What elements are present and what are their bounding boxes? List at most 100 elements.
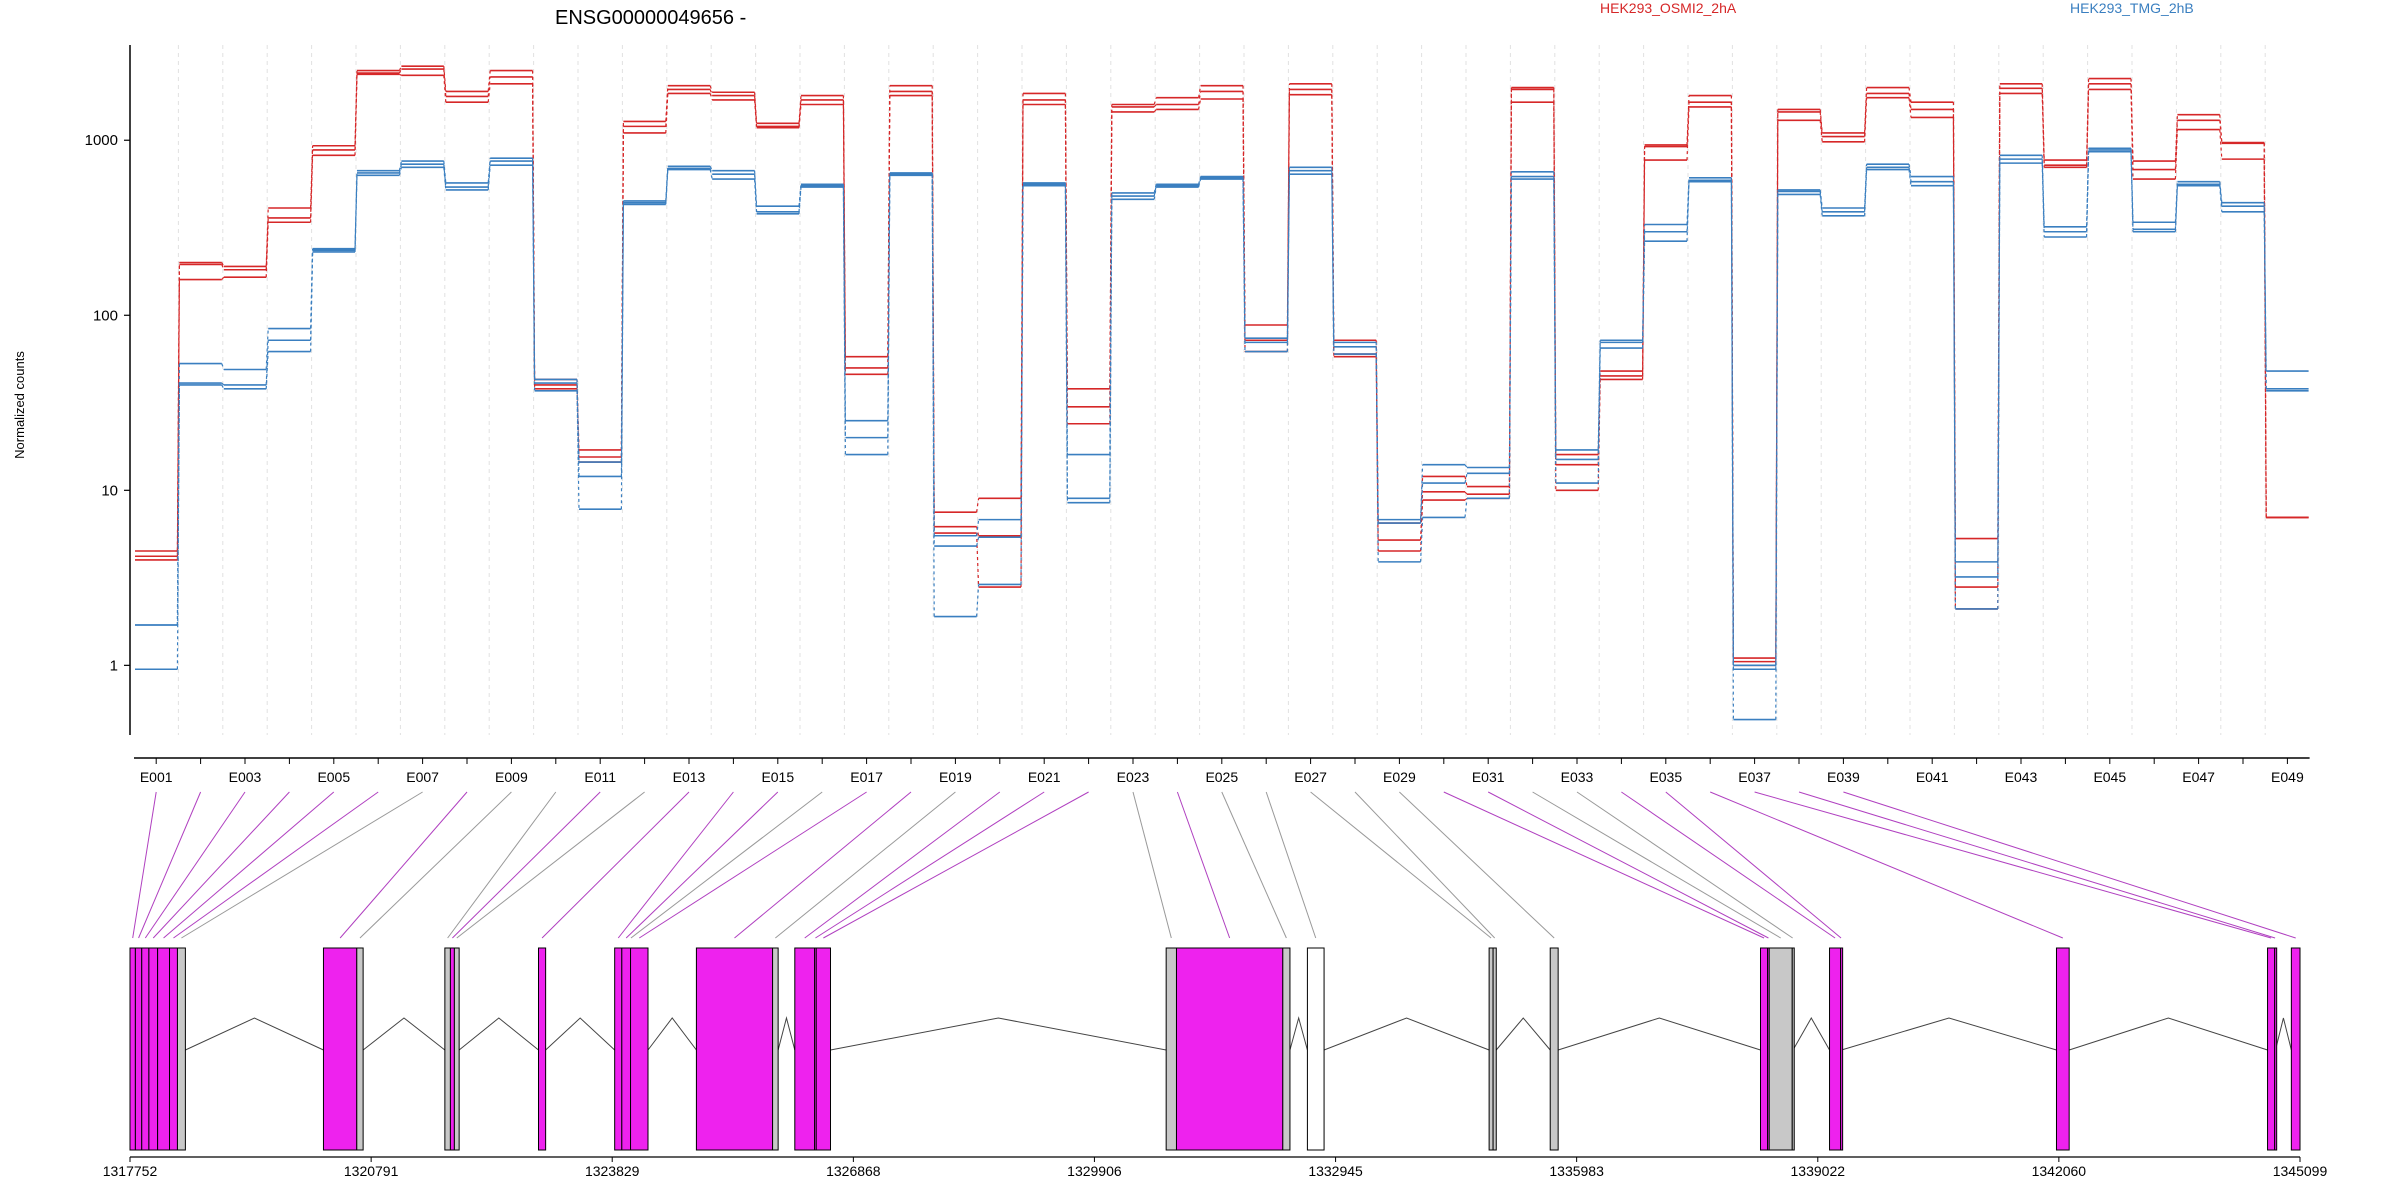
y-tick-label: 10 (101, 482, 118, 499)
series-joiner (2086, 83, 2090, 166)
x-tick-label: E013 (673, 769, 706, 785)
series-joiner (1775, 191, 1779, 670)
exon-bin-e010 (444, 947, 451, 1151)
series-joiner (2130, 149, 2134, 230)
bin-connector (1354, 791, 1496, 939)
series-joiner (1153, 186, 1157, 200)
genomic-coordinate-axis: 1317752 1320791 1323829 1326868 1329906 13329… (103, 1156, 2328, 1179)
series-joiner (1775, 111, 1779, 662)
series-joiner (887, 175, 891, 455)
series-joiner (2174, 114, 2178, 162)
series-joiner (176, 383, 180, 626)
bin-to-exon-connectors (132, 791, 2296, 939)
series-joiner (221, 363, 225, 370)
series-joiner (709, 89, 713, 96)
series-joiner (2130, 151, 2134, 232)
series-joiner (1464, 473, 1468, 484)
series-joiner (1553, 87, 1557, 455)
series-joiner (310, 145, 314, 209)
series-joiner (709, 169, 713, 180)
series-joiner (1064, 184, 1069, 499)
exon-bin-e030 (1759, 947, 1769, 1151)
x-tick-label: E019 (939, 769, 972, 785)
series-joiner (576, 390, 580, 510)
genome-tick-label: 1339022 (1791, 1163, 1846, 1179)
x-tick-label: E021 (1028, 769, 1061, 785)
series-joiner (1864, 97, 1868, 142)
exon-bin-e039 (2290, 947, 2301, 1151)
series-joiner (1375, 354, 1379, 562)
genome-tick-label: 1326868 (826, 1163, 881, 1179)
x-tick-label: E025 (1205, 769, 1238, 785)
series-joiner (931, 175, 935, 617)
series-joiner (399, 73, 402, 76)
x-tick-label: E007 (406, 769, 439, 785)
series-joiner (2041, 93, 2045, 168)
intron-arc (830, 1017, 1167, 1051)
series-joiner (354, 74, 358, 156)
series-joiner (842, 187, 847, 455)
exon-bin-e024 (1175, 947, 1284, 1151)
series (135, 149, 2309, 671)
bin-connector (734, 791, 912, 939)
series (135, 65, 2309, 659)
series-joiner (1819, 109, 1823, 134)
genome-tick-label: 1335983 (1549, 1163, 1604, 1179)
y-axis-label: Normalized counts (12, 351, 27, 459)
bin-connector (152, 791, 290, 939)
exon-bin-e034 (1829, 947, 1842, 1151)
exon-bin-e018 (695, 947, 774, 1151)
series-joiner (221, 264, 225, 270)
series-joiner (221, 384, 225, 390)
chart-title: ENSG00000049656 - (555, 7, 746, 29)
series-joiner (310, 155, 314, 223)
bin-connector (1132, 791, 1172, 939)
bin-connector (630, 791, 823, 939)
intron-arc (362, 1017, 446, 1051)
intron-arc (777, 1016, 796, 1051)
exon-bin-e019 (772, 947, 779, 1151)
bin-connector (1443, 791, 1765, 939)
y-axis: 1 10 100 1000 (85, 45, 131, 735)
series-joiner (1020, 185, 1024, 585)
exon-bin-e036 (2055, 947, 2070, 1151)
series-joiner (1109, 111, 1113, 424)
bin-connector (1665, 791, 1842, 939)
bin-connector (804, 791, 1001, 939)
series-joiner (176, 262, 180, 552)
series-joiner (620, 204, 625, 510)
bin-connector (1754, 791, 2272, 939)
series (135, 68, 2309, 663)
bin-connector (1221, 791, 1287, 939)
series-joiner (976, 537, 980, 547)
bin-connector (823, 791, 1089, 939)
series-joiner (2219, 184, 2223, 207)
bin-connector (1176, 791, 1231, 939)
genome-tick-label: 1342060 (2032, 1163, 2087, 1179)
bin-connector (775, 791, 956, 939)
bin-connector (1399, 791, 1555, 939)
series-joiner (1420, 483, 1424, 524)
x-tick-label: E029 (1383, 769, 1416, 785)
series-joiner (221, 276, 225, 280)
exon-bin-e017 (630, 947, 649, 1151)
series-joiner (2086, 151, 2090, 238)
exon-bin-e023 (1165, 947, 1177, 1151)
x-axis: E001 E003 E005 E007 E009 E011 E013 E015 E017 E019… (134, 757, 2310, 785)
genome-tick-label: 1345099 (2273, 1163, 2328, 1179)
series-joiner (798, 185, 802, 212)
bin-connector (1532, 791, 1781, 939)
series-joiner (398, 160, 402, 171)
series-joiner (1153, 97, 1157, 105)
series-joiner (398, 167, 402, 176)
bin-connector (815, 791, 1045, 939)
series-joiner (443, 161, 447, 184)
series-joiner (221, 382, 225, 386)
intron-arc (1792, 1016, 1830, 1051)
exon-bin-e014 (614, 947, 623, 1151)
series-joiner (1908, 164, 1912, 177)
exon-bin-e001 (129, 947, 136, 1151)
series-joiner (176, 264, 180, 557)
intron-arc (2069, 1017, 2268, 1051)
exon-bin-e037 (2267, 947, 2276, 1151)
